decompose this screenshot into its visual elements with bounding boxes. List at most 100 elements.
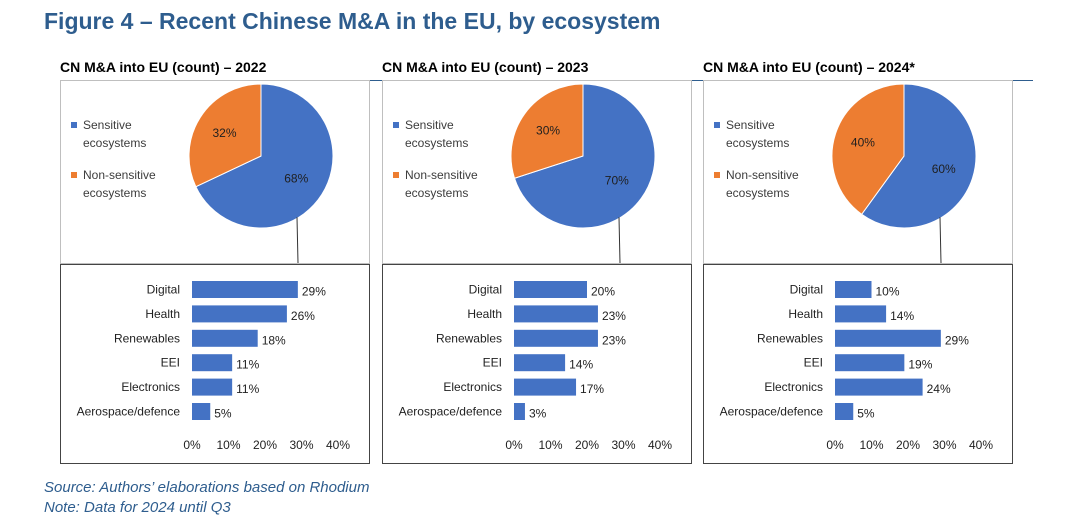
pie-legend: Sensitive ecosystems Non-sensitive ecosy… [393, 116, 503, 216]
pie-chart: 68% 32% [188, 83, 334, 263]
source-text: Source: Authors’ elaborations based on R… [44, 479, 370, 496]
x-tick-label: 30% [932, 438, 956, 452]
bar-category-label: Digital [469, 283, 502, 297]
bar-category-label: EEI [161, 356, 180, 370]
x-tick-label: 40% [326, 438, 350, 452]
bar [192, 305, 287, 323]
bar-category-label: Health [788, 307, 823, 321]
bar [835, 378, 923, 396]
pie-label-sensitive: 60% [932, 162, 956, 176]
figure-title: Figure 4 – Recent Chinese M&A in the EU,… [44, 8, 661, 34]
legend-swatch-sensitive [393, 122, 399, 128]
x-tick-label: 0% [183, 438, 201, 452]
bar-value-label: 11% [236, 358, 259, 372]
x-tick-label: 0% [505, 438, 523, 452]
bar-chart: Digital 10% Health 14% Renewables 29% EEI 19% El… [720, 281, 993, 452]
pie-chart-box: Sensitive ecosystems Non-sensitive ecosy… [382, 80, 692, 264]
x-tick-label: 20% [575, 438, 599, 452]
bar-category-label: Renewables [114, 331, 180, 345]
pie-label-non-sensitive: 30% [536, 124, 560, 138]
pie-legend: Sensitive ecosystems Non-sensitive ecosy… [71, 116, 181, 216]
legend-label-sensitive: Sensitive ecosystems [83, 118, 147, 150]
legend-item-sensitive: Sensitive ecosystems [714, 116, 824, 152]
bar [835, 354, 905, 372]
legend-label-non-sensitive: Non-sensitive ecosystems [83, 168, 156, 200]
x-tick-label: 10% [538, 438, 562, 452]
bar-value-label: 10% [876, 285, 900, 299]
pie-label-sensitive: 70% [605, 174, 629, 188]
bar-chart-box: Digital 20% Health 23% Renewables 23% EEI 14% El… [382, 264, 692, 464]
bar-chart: Digital 29% Health 26% Renewables 18% EEI 11% El… [77, 281, 350, 452]
source-note: Source: Authors’ elaborations based on R… [44, 478, 369, 518]
chart-panel-2022: CN M&A into EU (count) – 2022 Sensitive … [60, 58, 390, 468]
pie-label-non-sensitive: 32% [213, 126, 237, 140]
bar-category-label: Renewables [436, 331, 502, 345]
bar-category-label: Electronics [443, 380, 502, 394]
pie-slice-non-sensitive [188, 83, 262, 188]
bar-value-label: 23% [602, 333, 626, 347]
bar [514, 305, 598, 323]
bar-value-label: 18% [262, 333, 286, 347]
pie-slice-sensitive [860, 83, 977, 229]
bar-category-label: Health [467, 307, 502, 321]
note-text: Note: Data for 2024 until Q3 [44, 499, 231, 516]
x-tick-label: 0% [826, 438, 844, 452]
x-tick-label: 40% [648, 438, 672, 452]
bar [835, 329, 941, 347]
x-tick-label: 40% [969, 438, 993, 452]
bar-value-label: 5% [857, 407, 875, 421]
bar-category-label: Aerospace/defence [720, 405, 824, 419]
bar [192, 281, 298, 298]
legend-label-non-sensitive: Non-sensitive ecosystems [405, 168, 478, 200]
chart-panel-2023: CN M&A into EU (count) – 2023 Sensitive … [382, 58, 712, 468]
x-tick-label: 20% [253, 438, 277, 452]
bar-value-label: 26% [291, 309, 315, 323]
bar-value-label: 29% [945, 333, 969, 347]
bar-category-label: Electronics [764, 380, 823, 394]
legend-item-non-sensitive: Non-sensitive ecosystems [71, 166, 181, 202]
bar [192, 354, 233, 372]
legend-label-sensitive: Sensitive ecosystems [726, 118, 790, 150]
bar-value-label: 14% [890, 309, 914, 323]
bar-value-label: 29% [302, 285, 326, 299]
bar-category-label: Renewables [757, 331, 823, 345]
bar [835, 305, 887, 323]
bar [192, 329, 258, 347]
bar-value-label: 11% [236, 382, 259, 396]
pie-slice-non-sensitive [831, 83, 905, 215]
legend-label-non-sensitive: Non-sensitive ecosystems [726, 168, 799, 200]
bar [192, 403, 211, 420]
bar [514, 403, 525, 420]
legend-item-non-sensitive: Non-sensitive ecosystems [714, 166, 824, 202]
bar-value-label: 5% [214, 407, 232, 421]
pie-chart-box: Sensitive ecosystems Non-sensitive ecosy… [60, 80, 370, 264]
x-tick-label: 20% [896, 438, 920, 452]
bar-chart-box: Digital 29% Health 26% Renewables 18% EEI 11% El… [60, 264, 370, 464]
bar-value-label: 14% [569, 358, 593, 372]
bar-value-label: 23% [602, 309, 626, 323]
bar [835, 403, 854, 420]
x-tick-label: 30% [289, 438, 313, 452]
legend-swatch-sensitive [714, 122, 720, 128]
legend-item-sensitive: Sensitive ecosystems [71, 116, 181, 152]
bar [514, 329, 598, 347]
bar [835, 281, 872, 298]
bar [514, 378, 577, 396]
bar-value-label: 3% [529, 407, 547, 421]
legend-swatch-non-sensitive [71, 172, 77, 178]
pie-legend: Sensitive ecosystems Non-sensitive ecosy… [714, 116, 824, 216]
pie-slice-sensitive [195, 83, 334, 229]
pie-chart-box: Sensitive ecosystems Non-sensitive ecosy… [703, 80, 1013, 264]
pie-slice-non-sensitive [510, 83, 584, 179]
chart-panel-2024: CN M&A into EU (count) – 2024* Sensitive… [703, 58, 1033, 468]
pie-connector-line [939, 217, 942, 263]
x-tick-label: 30% [611, 438, 635, 452]
bar-category-label: Aerospace/defence [399, 405, 503, 419]
pie-connector-line [618, 217, 621, 263]
bar-category-label: Digital [147, 283, 180, 297]
pie-slice-sensitive [513, 83, 656, 229]
bar-value-label: 24% [927, 382, 951, 396]
pie-label-sensitive: 68% [284, 171, 308, 185]
legend-item-sensitive: Sensitive ecosystems [393, 116, 503, 152]
bar [514, 354, 566, 372]
